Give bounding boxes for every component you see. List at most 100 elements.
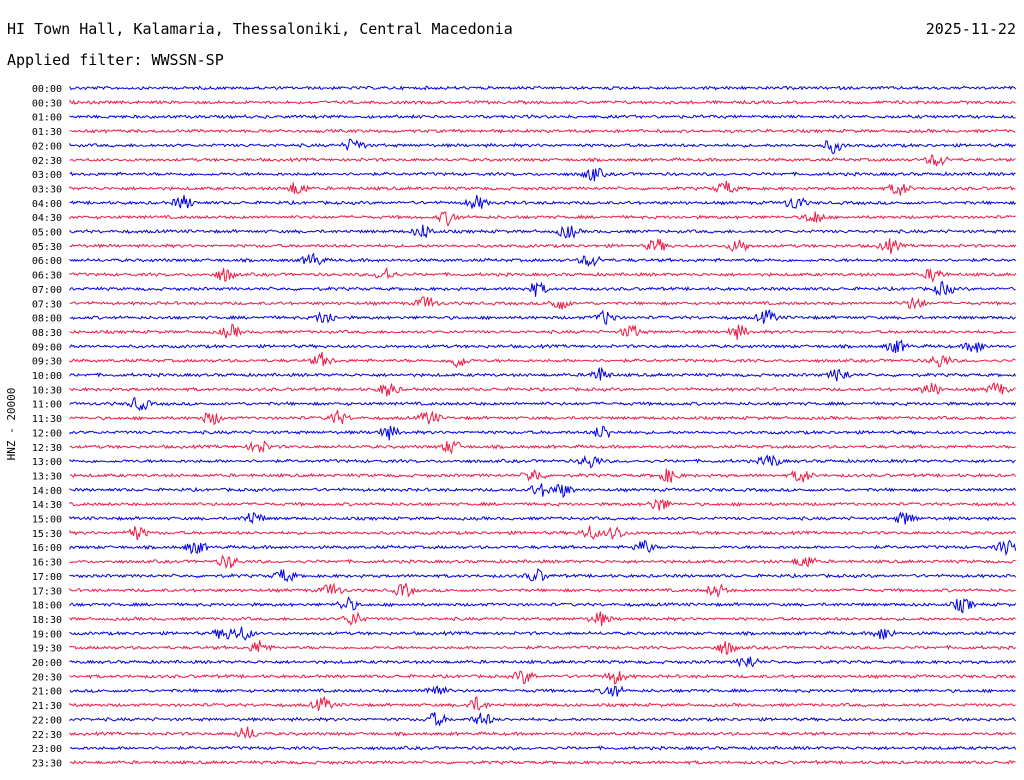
trace-row bbox=[69, 483, 1017, 499]
row-time-label: 21:30 bbox=[32, 701, 62, 712]
row-time-label: 17:00 bbox=[32, 572, 62, 583]
row-time-label: 15:00 bbox=[32, 515, 62, 526]
trace-row bbox=[69, 511, 1016, 525]
trace-row bbox=[69, 640, 1016, 655]
row-time-label: 09:30 bbox=[32, 357, 62, 368]
row-time-label: 18:30 bbox=[32, 615, 62, 626]
row-time-label: 00:30 bbox=[32, 98, 62, 109]
row-time-label: 11:00 bbox=[32, 400, 62, 411]
trace-row bbox=[69, 266, 1017, 284]
row-time-label: 14:00 bbox=[32, 486, 62, 497]
trace-row bbox=[69, 696, 1016, 712]
row-time-label: 03:30 bbox=[32, 184, 62, 195]
trace-row bbox=[69, 525, 1017, 541]
trace-row bbox=[69, 596, 1017, 614]
row-time-label: 16:00 bbox=[32, 543, 62, 554]
row-time-label: 22:30 bbox=[32, 730, 62, 741]
trace-row bbox=[69, 281, 1016, 297]
filter-label: Applied filter: WWSSN-SP bbox=[7, 51, 224, 69]
trace-row bbox=[69, 195, 1016, 209]
trace-row bbox=[69, 113, 1016, 120]
trace-row bbox=[69, 425, 1016, 441]
trace-row bbox=[69, 180, 1016, 196]
trace-row bbox=[69, 381, 1016, 397]
row-time-label: 22:00 bbox=[32, 715, 62, 726]
trace-row bbox=[69, 656, 1016, 668]
row-time-label: 02:30 bbox=[32, 156, 62, 167]
row-time-label: 09:00 bbox=[32, 342, 62, 353]
row-time-label: 08:30 bbox=[32, 328, 62, 339]
row-time-label: 10:00 bbox=[32, 371, 62, 382]
row-time-label: 14:30 bbox=[32, 500, 62, 511]
trace-row bbox=[69, 498, 1016, 511]
row-time-label: 04:00 bbox=[32, 199, 62, 210]
trace-row bbox=[69, 339, 1016, 354]
trace-row bbox=[69, 626, 1016, 641]
trace-row bbox=[69, 712, 1016, 726]
trace-row bbox=[69, 224, 1016, 240]
trace-row bbox=[69, 366, 1017, 382]
trace-row bbox=[69, 99, 1016, 106]
row-time-label: 13:30 bbox=[32, 471, 62, 482]
trace-row bbox=[69, 211, 1016, 227]
trace-row bbox=[69, 684, 1016, 697]
row-time-label: 19:30 bbox=[32, 644, 62, 655]
row-time-label: 05:00 bbox=[32, 228, 62, 239]
row-time-label: 21:00 bbox=[32, 687, 62, 698]
date-label: 2025-11-22 bbox=[925, 20, 1016, 38]
row-time-label: 15:30 bbox=[32, 529, 62, 540]
row-time-label: 05:30 bbox=[32, 242, 62, 253]
row-time-label: 04:30 bbox=[32, 213, 62, 224]
row-time-label: 23:30 bbox=[32, 758, 62, 769]
trace-row bbox=[69, 296, 1017, 310]
row-time-label: 06:00 bbox=[32, 256, 62, 267]
row-time-label: 19:00 bbox=[32, 629, 62, 640]
row-time-label: 12:00 bbox=[32, 428, 62, 439]
trace-row bbox=[69, 410, 1016, 426]
row-time-label: 02:00 bbox=[32, 141, 62, 152]
station-title: HI Town Hall, Kalamaria, Thessaloniki, C… bbox=[7, 20, 513, 38]
trace-row bbox=[69, 308, 1016, 325]
row-time-label: 11:30 bbox=[32, 414, 62, 425]
trace-row bbox=[69, 154, 1016, 167]
row-time-label: 07:30 bbox=[32, 299, 62, 310]
trace-row bbox=[69, 85, 1017, 91]
row-time-label: 23:00 bbox=[32, 744, 62, 755]
trace-row bbox=[69, 396, 1017, 412]
trace-row bbox=[69, 138, 1016, 155]
row-time-label: 16:30 bbox=[32, 558, 62, 569]
trace-row bbox=[69, 539, 1017, 557]
trace-row bbox=[69, 670, 1016, 686]
trace-row bbox=[69, 759, 1016, 766]
trace-row bbox=[69, 611, 1016, 627]
row-time-label: 18:00 bbox=[32, 601, 62, 612]
trace-row bbox=[69, 726, 1016, 739]
row-time-label: 13:00 bbox=[32, 457, 62, 468]
trace-row bbox=[69, 323, 1016, 340]
row-time-label: 10:30 bbox=[32, 385, 62, 396]
trace-row bbox=[69, 454, 1016, 469]
row-time-label: 20:00 bbox=[32, 658, 62, 669]
trace-row bbox=[69, 238, 1017, 255]
trace-row bbox=[69, 468, 1016, 483]
row-time-label: 08:00 bbox=[32, 314, 62, 325]
trace-row bbox=[69, 745, 1017, 751]
row-time-label: 20:30 bbox=[32, 672, 62, 683]
trace-row bbox=[69, 582, 1016, 599]
trace-row bbox=[69, 352, 1016, 369]
row-time-label: 07:00 bbox=[32, 285, 62, 296]
row-time-label: 12:30 bbox=[32, 443, 62, 454]
trace-row bbox=[69, 167, 1016, 182]
y-axis-label: HNZ - 20000 bbox=[5, 388, 18, 461]
row-time-label: 06:30 bbox=[32, 271, 62, 282]
row-time-label: 01:30 bbox=[32, 127, 62, 138]
trace-row bbox=[69, 567, 1017, 583]
trace-row bbox=[69, 440, 1016, 455]
row-time-label: 03:00 bbox=[32, 170, 62, 181]
row-time-label: 01:00 bbox=[32, 113, 62, 124]
row-time-label: 17:30 bbox=[32, 586, 62, 597]
trace-row bbox=[69, 554, 1016, 569]
trace-row bbox=[69, 252, 1016, 267]
row-time-label: 00:00 bbox=[32, 84, 62, 95]
